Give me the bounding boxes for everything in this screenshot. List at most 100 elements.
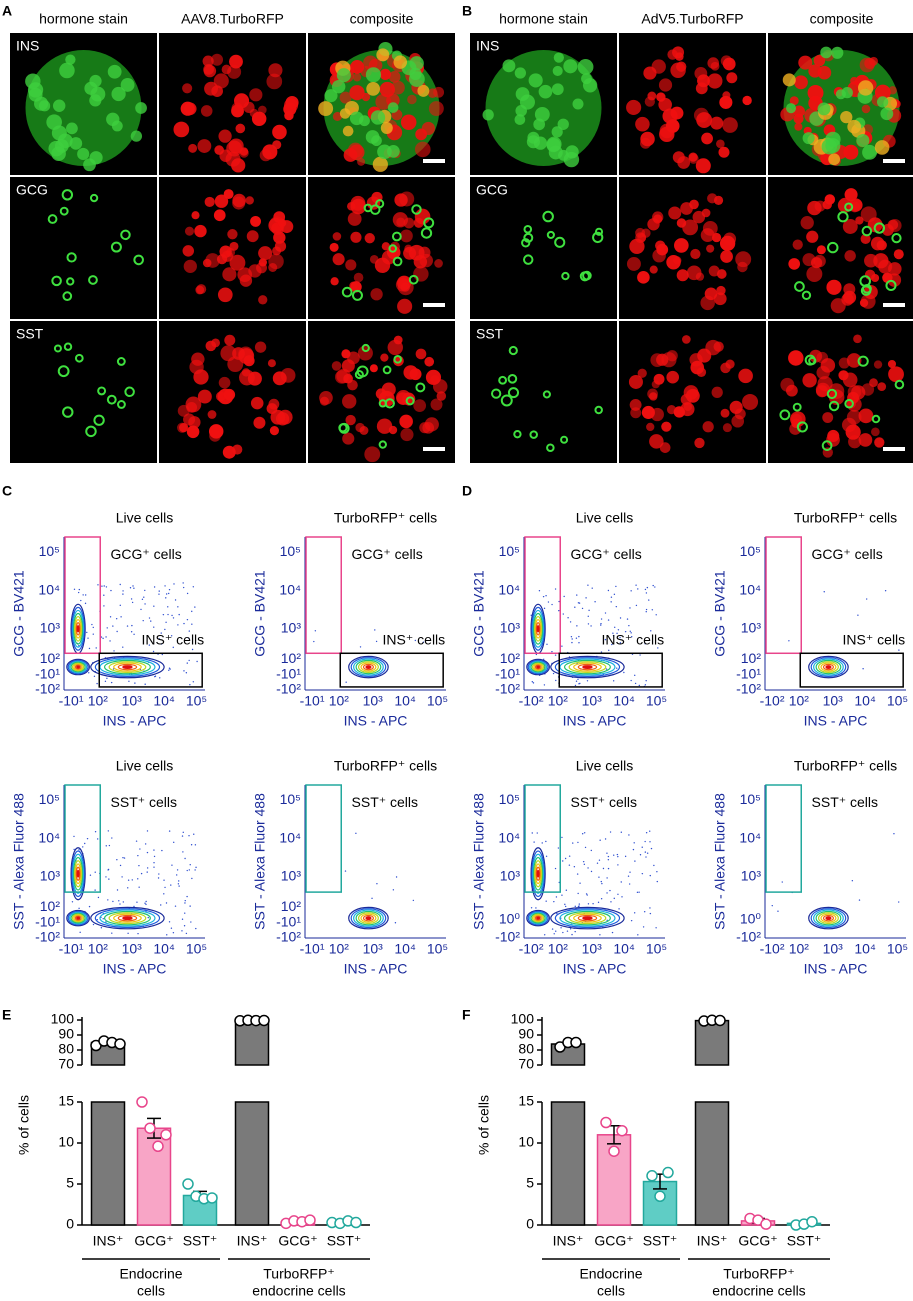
event-dot	[616, 853, 619, 856]
event-dot	[613, 897, 615, 900]
event-dot	[584, 846, 587, 849]
density-contour	[808, 655, 849, 679]
event-dot	[645, 592, 648, 594]
density-contour	[526, 909, 550, 927]
event-dot	[656, 870, 658, 873]
x-tick-label: 10⁵	[646, 941, 667, 957]
density-contour	[533, 615, 543, 642]
event-dot	[87, 637, 89, 639]
event-dot	[577, 841, 579, 844]
event-dot	[119, 864, 122, 867]
event-dot	[644, 588, 647, 591]
event-dot	[96, 838, 99, 840]
density-contour	[810, 908, 847, 929]
rfp-cell	[824, 194, 836, 205]
data-point	[182, 1178, 194, 1190]
data-point	[760, 1218, 772, 1230]
rfp-cell	[259, 149, 272, 162]
density-contour	[815, 910, 842, 926]
event-dot	[122, 646, 124, 648]
event-dot	[585, 893, 588, 895]
event-dot	[109, 640, 111, 642]
density-contour	[117, 914, 138, 922]
event-dot	[532, 682, 535, 684]
event-dot	[183, 622, 185, 625]
event-dot	[604, 638, 607, 641]
rfp-cell	[434, 259, 443, 268]
event-dot	[566, 930, 569, 932]
event-dot	[574, 930, 576, 933]
event-dot	[555, 896, 558, 898]
rfp-cell	[200, 105, 213, 117]
event-dot	[617, 855, 619, 858]
event-dot	[609, 889, 611, 892]
density-contour	[527, 910, 549, 926]
rfp-cell	[214, 194, 229, 208]
x-tick-label: 10⁴	[394, 693, 416, 709]
rfp-cell	[859, 298, 869, 308]
event-dot	[581, 607, 584, 610]
data-point	[206, 1192, 218, 1204]
rfp-cell	[661, 352, 677, 368]
rfp-cell	[238, 346, 254, 362]
rfp-cell	[399, 414, 413, 429]
rfp-cell	[637, 271, 650, 284]
event-dot	[571, 638, 573, 640]
event-dot	[135, 840, 138, 842]
event-dot	[600, 622, 602, 625]
data-point	[152, 1140, 164, 1153]
rfp-cell	[203, 64, 215, 75]
rfp-cell	[179, 423, 189, 433]
rfp-cell	[402, 392, 416, 406]
hormone-cell	[594, 405, 603, 415]
event-dot	[116, 859, 118, 861]
tile-background	[768, 177, 913, 319]
rfp-cell	[816, 245, 826, 255]
event-dot	[158, 593, 160, 595]
y-tick-label: 10²	[281, 898, 302, 914]
y-tick-label: 10⁵	[280, 791, 301, 807]
event-dot	[644, 840, 646, 843]
event-dot	[563, 595, 565, 598]
event-dot	[165, 621, 167, 624]
event-dot	[191, 623, 193, 625]
event-dot	[392, 889, 395, 891]
x-tick-label: -10¹	[300, 941, 325, 957]
rfp-cell	[702, 421, 714, 433]
data-point	[258, 1014, 270, 1027]
event-dot	[553, 900, 555, 903]
event-dot	[598, 859, 601, 861]
bar	[234, 1101, 270, 1226]
event-dot	[163, 893, 165, 895]
event-dot	[120, 616, 122, 618]
rfp-cell	[846, 399, 856, 409]
event-dot	[562, 931, 564, 934]
event-dot	[122, 590, 124, 592]
event-dot	[147, 916, 149, 919]
density-contour	[73, 860, 83, 888]
rfp-cell	[635, 116, 650, 132]
micrograph-tile	[619, 33, 766, 175]
event-dot	[629, 607, 631, 609]
event-dot	[597, 901, 600, 904]
rfp-cell	[697, 348, 712, 363]
y-tick-label: 10²	[741, 650, 762, 666]
hormone-cell	[62, 406, 74, 418]
event-dot	[634, 682, 637, 685]
event-dot	[170, 635, 173, 637]
hormone-cell	[372, 156, 388, 172]
micrograph-tile: INS	[10, 33, 157, 175]
x-tick-label: 10²	[789, 693, 810, 709]
y-tick-label: 10⁰	[740, 910, 762, 926]
event-dot	[619, 642, 622, 644]
hormone-cell	[557, 118, 569, 130]
event-dot	[110, 589, 112, 592]
rfp-cell	[400, 114, 417, 131]
event-dot	[97, 896, 100, 899]
hormone-cell	[120, 229, 131, 241]
y-tick-label: 5	[526, 1175, 534, 1191]
hormone-cell	[551, 126, 563, 138]
density-contour	[554, 657, 621, 678]
rfp-cell	[738, 368, 753, 384]
event-dot	[630, 590, 632, 592]
